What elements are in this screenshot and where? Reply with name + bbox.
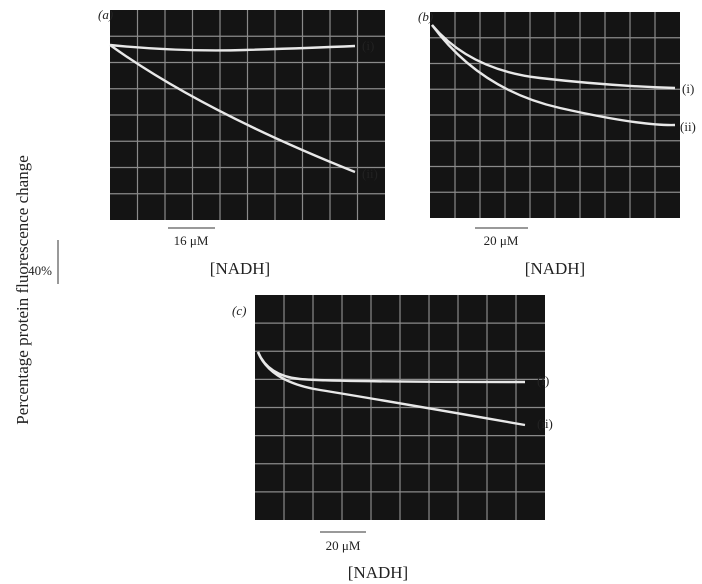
scale-bar-label: 16 μM (174, 233, 209, 248)
scale-bar-label: 20 μM (484, 233, 519, 248)
trace-label: (ii) (537, 416, 553, 431)
x-label: [NADH] (348, 563, 408, 582)
figure: Percentage protein fluorescence change 4… (0, 0, 702, 584)
panel-c: (c) (i) (ii) 20 μM [NADH] (232, 295, 553, 582)
trace-label: (i) (682, 81, 694, 96)
trace-label: (ii) (680, 119, 696, 134)
panel-b: (b) (i) (ii) 20 μM [NADH] (418, 9, 696, 278)
scale-bar-label: 20 μM (326, 538, 361, 553)
y-label: Percentage protein fluorescence change (13, 155, 32, 425)
panel-a: (a) (i) (ii) 16 μM [NADH] (98, 7, 385, 278)
x-label: [NADH] (525, 259, 585, 278)
panel-label: (a) (98, 7, 113, 22)
trace-label: (i) (362, 38, 374, 53)
x-label: [NADH] (210, 259, 270, 278)
scale-label: 40% (28, 263, 52, 278)
trace-label: (ii) (362, 166, 378, 181)
panel-label: (c) (232, 303, 246, 318)
panel-label: (b) (418, 9, 433, 24)
trace-label: (i) (537, 373, 549, 388)
